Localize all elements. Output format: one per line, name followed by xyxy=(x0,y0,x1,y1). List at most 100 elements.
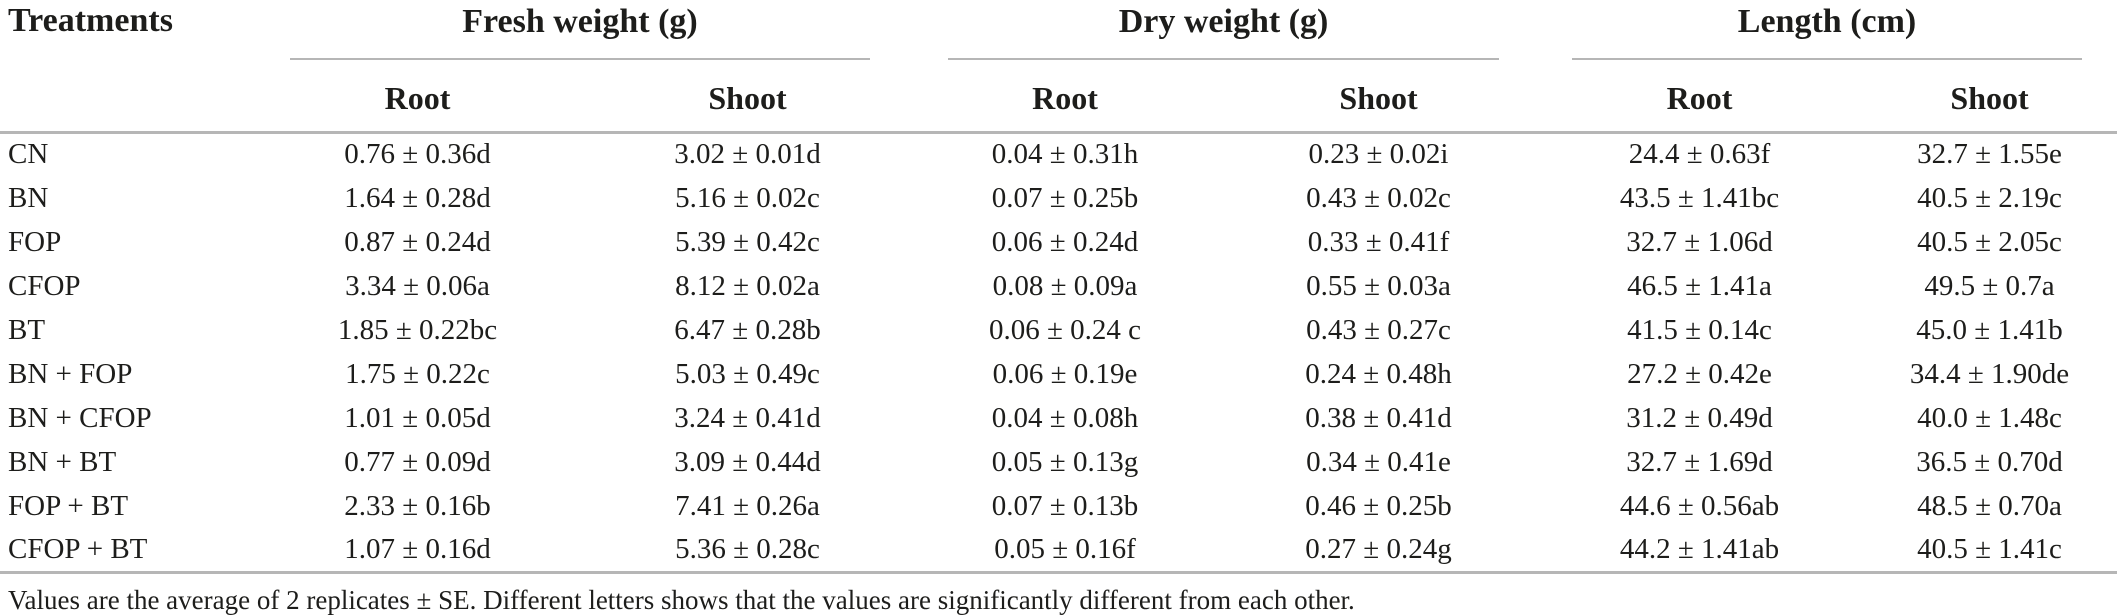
table-cell: 0.43 ± 0.02c xyxy=(1306,181,1451,214)
table-cell: 0.76 ± 0.36d xyxy=(344,138,491,171)
table-row: CN 0.76 ± 0.36d 3.02 ± 0.01d 0.04 ± 0.31… xyxy=(0,132,2117,176)
group-underline xyxy=(289,58,871,60)
table-cell: 36.5 ± 0.70d xyxy=(1916,445,2063,478)
table-cell: 8.12 ± 0.02a xyxy=(675,269,820,302)
table-row: BT 1.85 ± 0.22bc 6.47 ± 0.28b 0.06 ± 0.2… xyxy=(0,308,2117,352)
subheader-fresh-shoot: Shoot xyxy=(585,66,911,134)
table-cell: 0.08 ± 0.09a xyxy=(992,269,1138,302)
table-cell: 44.6 ± 0.56ab xyxy=(1619,489,1780,522)
row-label: BN + CFOP xyxy=(8,401,152,434)
table-cell: 49.5 ± 0.7a xyxy=(1924,269,2055,302)
treatments-table: Treatments Fresh weight (g) Dry weight (… xyxy=(0,0,2117,574)
group-header-fresh-weight: Fresh weight (g) xyxy=(250,0,910,66)
table-cell: 0.07 ± 0.25b xyxy=(991,181,1139,214)
table-row: FOP 0.87 ± 0.24d 5.39 ± 0.42c 0.06 ± 0.2… xyxy=(0,220,2117,264)
table-row: BN + BT 0.77 ± 0.09d 3.09 ± 0.44d 0.05 ±… xyxy=(0,440,2117,484)
table-cell: 48.5 ± 0.70a xyxy=(1917,489,2062,522)
table-cell: 0.43 ± 0.27c xyxy=(1306,313,1451,346)
table-cell: 24.4 ± 0.63f xyxy=(1628,138,1771,171)
table-cell: 2.33 ± 0.16b xyxy=(344,489,491,522)
subheader-dry-root: Root xyxy=(910,66,1221,134)
group-label-fresh-weight: Fresh weight (g) xyxy=(462,3,698,40)
table-cell: 40.5 ± 2.19c xyxy=(1917,181,2062,214)
table-cell: 0.27 ± 0.24g xyxy=(1220,528,1538,574)
table-cell: 0.07 ± 0.13b xyxy=(991,489,1139,522)
table-cell: 0.06 ± 0.19e xyxy=(992,357,1138,390)
table-cell: 0.24 ± 0.48h xyxy=(1305,357,1452,390)
row-label: BN + BT xyxy=(8,445,117,478)
subheader-fresh-root: Root xyxy=(250,66,585,134)
table-row: BN + CFOP 1.01 ± 0.05d 3.24 ± 0.41d 0.04… xyxy=(0,396,2117,440)
table-cell: 3.24 ± 0.41d xyxy=(674,401,821,434)
group-header-dry-weight: Dry weight (g) xyxy=(910,0,1537,66)
table-cell: 43.5 ± 1.41bc xyxy=(1619,181,1780,214)
table-cell: 40.5 ± 2.05c xyxy=(1917,225,2062,258)
row-label: CFOP + BT xyxy=(0,528,250,574)
subheader-dry-shoot: Shoot xyxy=(1220,66,1538,134)
row-label: BN xyxy=(8,181,49,214)
table-cell: 0.55 ± 0.03a xyxy=(1306,269,1451,302)
table-cell: 1.85 ± 0.22bc xyxy=(337,313,498,346)
row-label: FOP xyxy=(8,225,62,258)
table-cell: 44.2 ± 1.41ab xyxy=(1537,528,1863,574)
table-cell: 32.7 ± 1.69d xyxy=(1626,445,1773,478)
table-row: CFOP 3.34 ± 0.06a 8.12 ± 0.02a 0.08 ± 0.… xyxy=(0,264,2117,308)
group-label-length: Length (cm) xyxy=(1737,3,1917,40)
column-header-treatments: Treatments xyxy=(0,0,250,134)
group-underline xyxy=(947,58,1500,60)
table-cell: 0.33 ± 0.41f xyxy=(1307,225,1450,258)
table-cell: 34.4 ± 1.90de xyxy=(1909,357,2070,390)
table-cell: 5.03 ± 0.49c xyxy=(675,357,820,390)
row-label: CN xyxy=(8,138,49,171)
subheader-length-shoot: Shoot xyxy=(1862,66,2117,134)
table-cell: 0.05 ± 0.16f xyxy=(910,528,1221,574)
table-cell: 0.05 ± 0.13g xyxy=(991,445,1139,478)
table-cell: 3.34 ± 0.06a xyxy=(345,269,490,302)
table-cell: 6.47 ± 0.28b xyxy=(674,313,821,346)
table-cell: 5.16 ± 0.02c xyxy=(675,181,820,214)
table-cell: 1.75 ± 0.22c xyxy=(345,357,490,390)
table-cell: 0.77 ± 0.09d xyxy=(344,445,491,478)
table-cell: 5.39 ± 0.42c xyxy=(675,225,820,258)
table-row: BN 1.64 ± 0.28d 5.16 ± 0.02c 0.07 ± 0.25… xyxy=(0,176,2117,220)
table-cell: 3.02 ± 0.01d xyxy=(674,138,821,171)
row-label: BT xyxy=(8,313,46,346)
table-cell: 41.5 ± 0.14c xyxy=(1627,313,1772,346)
table-cell: 7.41 ± 0.26a xyxy=(675,489,820,522)
subheader-length-root: Root xyxy=(1537,66,1863,134)
table-cell: 40.0 ± 1.48c xyxy=(1917,401,2062,434)
table-cell: 1.01 ± 0.05d xyxy=(344,401,491,434)
table-cell: 0.23 ± 0.02i xyxy=(1308,138,1449,171)
table-cell: 1.64 ± 0.28d xyxy=(344,181,491,214)
table-cell: 3.09 ± 0.44d xyxy=(674,445,821,478)
table-cell: 0.38 ± 0.41d xyxy=(1305,401,1452,434)
table-row: BN + FOP 1.75 ± 0.22c 5.03 ± 0.49c 0.06 … xyxy=(0,352,2117,396)
subheader-row: Root Shoot Root Shoot Root Shoot xyxy=(0,66,2117,134)
table-row: FOP + BT 2.33 ± 0.16b 7.41 ± 0.26a 0.07 … xyxy=(0,484,2117,528)
group-header-row: Treatments Fresh weight (g) Dry weight (… xyxy=(0,0,2117,134)
group-header-length: Length (cm) xyxy=(1537,0,2117,66)
table-cell: 0.46 ± 0.25b xyxy=(1305,489,1452,522)
table-cell: 27.2 ± 0.42e xyxy=(1627,357,1772,390)
row-label: CFOP xyxy=(8,269,81,302)
table-cell: 31.2 ± 0.49d xyxy=(1626,401,1773,434)
table-cell: 45.0 ± 1.41b xyxy=(1916,313,2063,346)
table-cell: 40.5 ± 1.41c xyxy=(1862,528,2117,574)
table-row: CFOP + BT 1.07 ± 0.16d 5.36 ± 0.28c 0.05… xyxy=(0,528,2117,574)
table-cell: 5.36 ± 0.28c xyxy=(585,528,911,574)
table-cell: 0.04 ± 0.08h xyxy=(991,401,1139,434)
table-cell: 32.7 ± 1.55e xyxy=(1917,138,2062,171)
table-cell: 32.7 ± 1.06d xyxy=(1626,225,1773,258)
table-cell: 1.07 ± 0.16d xyxy=(250,528,585,574)
row-label: BN + FOP xyxy=(8,357,133,390)
group-label-dry-weight: Dry weight (g) xyxy=(1118,3,1329,40)
table-cell: 0.06 ± 0.24 c xyxy=(988,313,1142,346)
table-cell: 0.04 ± 0.31h xyxy=(991,138,1139,171)
table-footnote: Values are the average of 2 replicates ±… xyxy=(8,584,1355,615)
row-label: FOP + BT xyxy=(8,489,129,522)
table-cell: 0.87 ± 0.24d xyxy=(344,225,491,258)
group-underline xyxy=(1571,58,2083,60)
table-cell: 0.06 ± 0.24d xyxy=(991,225,1139,258)
table-cell: 0.34 ± 0.41e xyxy=(1306,445,1451,478)
